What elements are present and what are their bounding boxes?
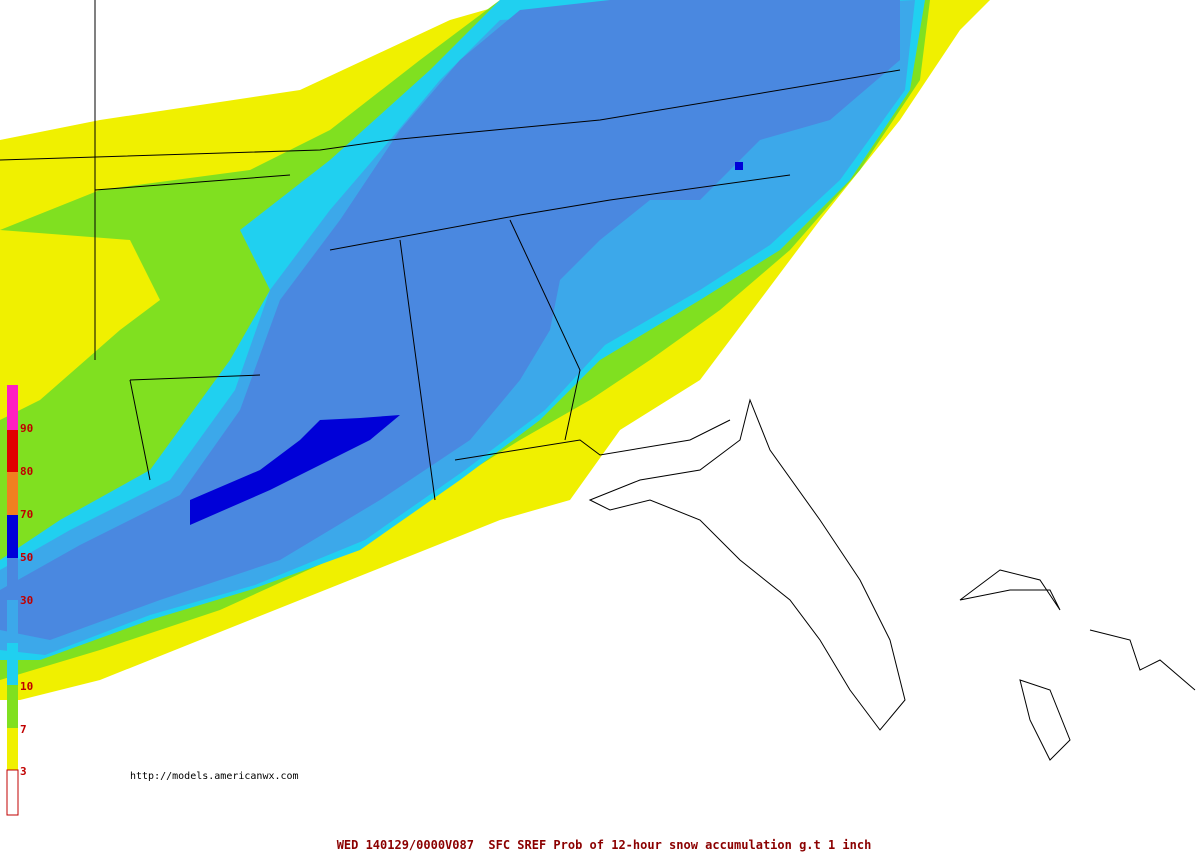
legend-label: 7 — [20, 723, 27, 736]
legend-label: 70 — [20, 508, 33, 521]
legend-label: 30 — [20, 594, 33, 607]
legend-label: 3 — [20, 765, 27, 778]
source-url: http://models.americanwx.com — [130, 771, 299, 782]
legend-label: 50 — [20, 551, 33, 564]
footer-caption: WED 140129/0000V087 SFC SREF Prob of 12-… — [337, 838, 872, 852]
legend-label: 80 — [20, 465, 33, 478]
legend-bar — [6, 385, 19, 816]
legend-label: 90 — [20, 422, 33, 435]
legend-label: 10 — [20, 680, 33, 693]
boundaries — [0, 0, 1196, 761]
snow-probability-shading — [0, 0, 990, 700]
